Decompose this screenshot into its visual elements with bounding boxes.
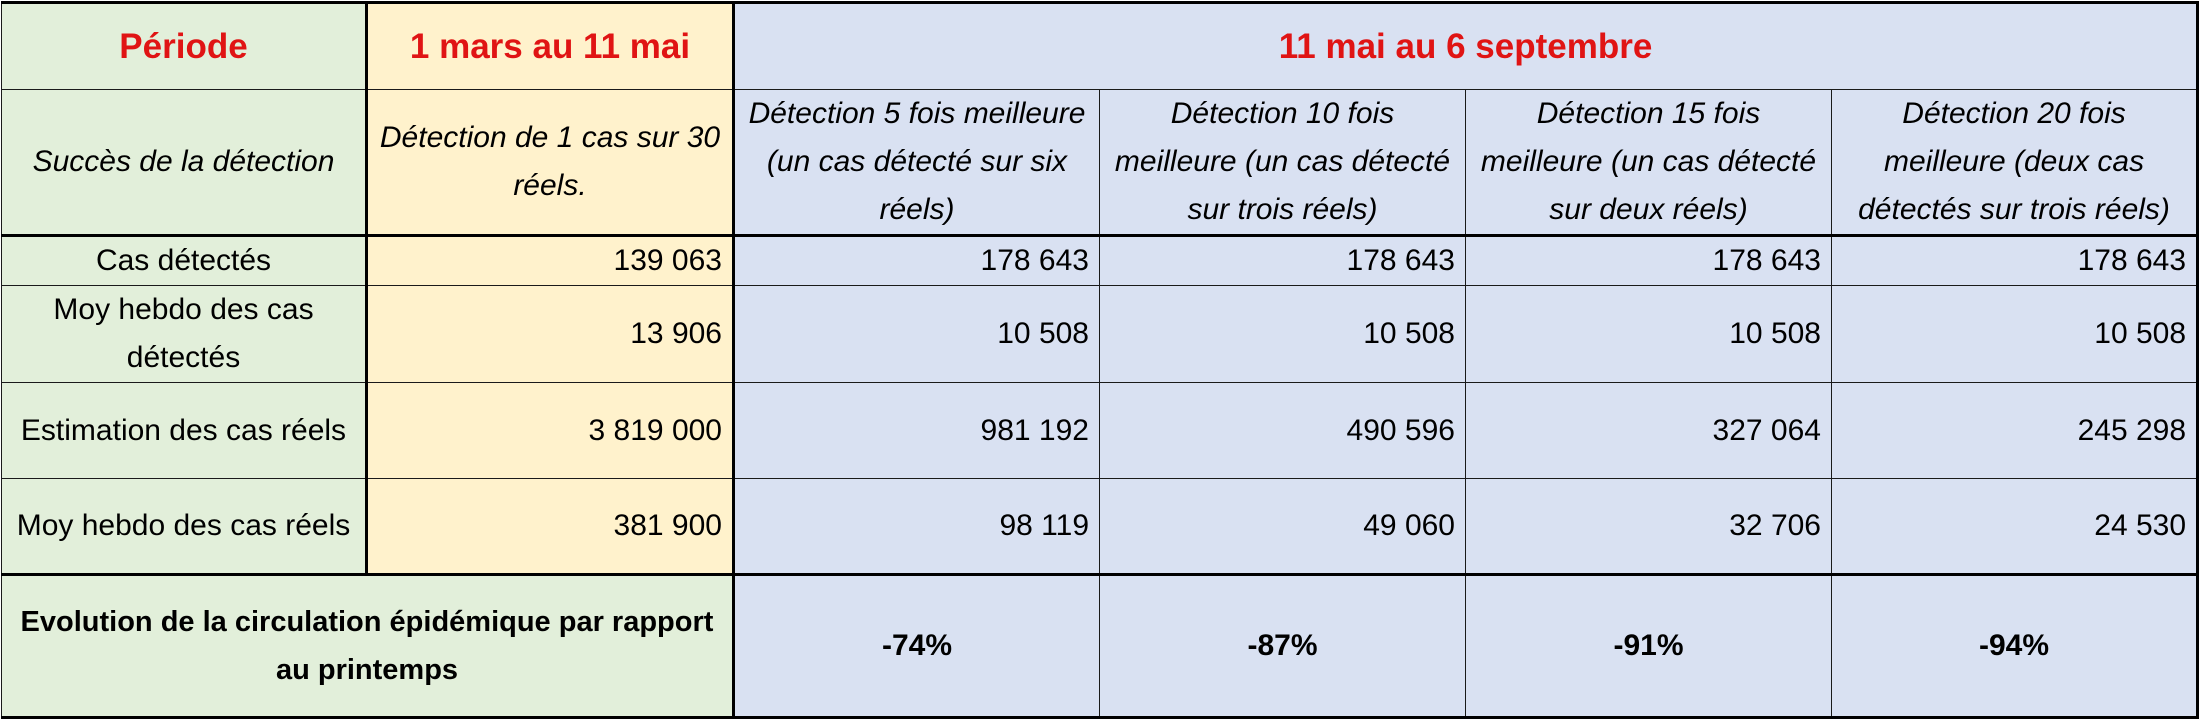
evolution-value: -91% — [1465, 573, 1832, 719]
scenario-value: 10 508 — [1830, 285, 2200, 383]
evolution-value: -87% — [1099, 573, 1466, 719]
scenario-value: 32 706 — [1465, 478, 1832, 575]
detection-scenario-1: Détection 5 fois meilleure (un cas détec… — [732, 89, 1100, 237]
evolution-value: -94% — [1830, 573, 2200, 719]
scenario-value: 245 298 — [1830, 382, 2200, 479]
table-row: Moy hebdo des cas détectés 13 906 10 508… — [1, 285, 2200, 383]
table-row: Estimation des cas réels 3 819 000 981 1… — [1, 382, 2200, 479]
periode-header: Période — [1, 1, 367, 90]
detection-scenario-2: Détection 10 fois meilleure (un cas déte… — [1099, 89, 1466, 237]
scenario-value: 490 596 — [1099, 382, 1466, 479]
row-label: Moy hebdo des cas réels — [1, 478, 367, 575]
row-label: Cas détectés — [1, 235, 367, 286]
evolution-label: Evolution de la circulation épidémique p… — [1, 573, 734, 719]
scenario-value: 10 508 — [1099, 285, 1466, 383]
period1-value: 13 906 — [365, 285, 734, 383]
evolution-value: -74% — [732, 573, 1100, 719]
scenario-value: 49 060 — [1099, 478, 1466, 575]
scenario-value: 981 192 — [732, 382, 1100, 479]
scenario-value: 24 530 — [1830, 478, 2200, 575]
period1-header: 1 mars au 11 mai — [365, 1, 734, 90]
scenario-value: 178 643 — [1099, 235, 1466, 286]
period1-value: 381 900 — [365, 478, 734, 575]
scenario-value: 327 064 — [1465, 382, 1832, 479]
row-label: Moy hebdo des cas détectés — [1, 285, 367, 383]
period1-value: 3 819 000 — [365, 382, 734, 479]
scenario-value: 10 508 — [732, 285, 1100, 383]
scenario-value: 98 119 — [732, 478, 1100, 575]
detection-period1: Détection de 1 cas sur 30 réels. — [365, 89, 734, 237]
table-row: Cas détectés 139 063 178 643 178 643 178… — [1, 235, 2200, 286]
scenario-value: 178 643 — [732, 235, 1100, 286]
detection-scenario-4: Détection 20 fois meilleure (deux cas dé… — [1830, 89, 2200, 237]
period1-value: 139 063 — [365, 235, 734, 286]
detection-label: Succès de la détection — [1, 89, 367, 237]
scenario-value: 178 643 — [1830, 235, 2200, 286]
header-row: Période 1 mars au 11 mai 11 mai au 6 sep… — [1, 1, 2200, 90]
row-label: Estimation des cas réels — [1, 382, 367, 479]
period2-header: 11 mai au 6 septembre — [731, 1, 2200, 90]
table-row: Moy hebdo des cas réels 381 900 98 119 4… — [1, 478, 2200, 575]
scenario-value: 10 508 — [1465, 285, 1832, 383]
evolution-row: Evolution de la circulation épidémique p… — [1, 573, 2200, 719]
detection-scenario-3: Détection 15 fois meilleure (un cas déte… — [1465, 89, 1832, 237]
scenario-value: 178 643 — [1465, 235, 1832, 286]
detection-row: Succès de la détection Détection de 1 ca… — [1, 89, 2200, 237]
